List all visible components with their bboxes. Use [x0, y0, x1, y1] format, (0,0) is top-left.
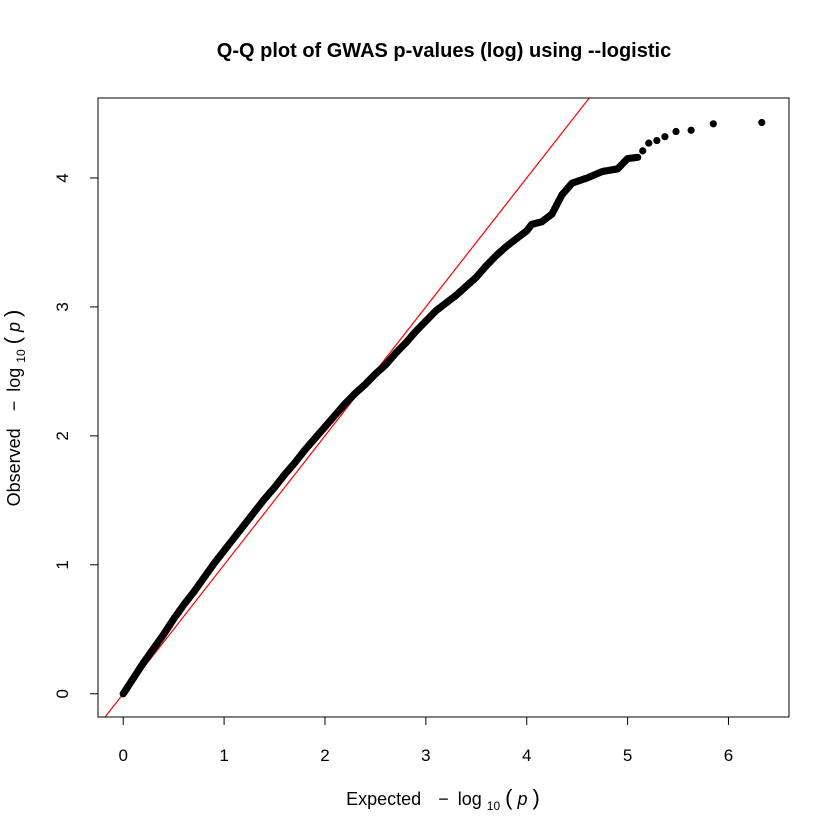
x-axis-label-prefix: Expected — [346, 789, 421, 809]
chart-title: Q-Q plot of GWAS p-values (log) using --… — [217, 40, 671, 62]
y-axis-label-open-paren: ( — [0, 336, 25, 344]
y-axis-label-base: 10 — [14, 349, 28, 363]
x-axis: 0 1 2 3 4 5 6 — [118, 716, 733, 765]
outlier-point — [639, 147, 647, 155]
x-axis-label-open-paren: ( — [505, 785, 513, 810]
y-axis: 0 1 2 3 4 — [53, 173, 99, 699]
x-tick-label: 5 — [623, 746, 632, 765]
outlier-point — [653, 136, 661, 145]
y-tick-label: 1 — [53, 560, 72, 569]
data-points — [119, 118, 766, 698]
outlier-point — [661, 133, 669, 141]
y-axis-label-arg: p — [4, 322, 24, 333]
y-axis-label-close-paren: ) — [0, 310, 25, 317]
outlier-point — [645, 139, 653, 147]
y-tick-label: 0 — [53, 689, 72, 698]
x-tick-label: 4 — [522, 746, 531, 765]
x-tick-label: 2 — [320, 746, 329, 765]
y-tick-label: 3 — [53, 302, 72, 311]
x-tick-label: 0 — [118, 746, 127, 765]
data-point — [634, 153, 642, 161]
x-tick-label: 1 — [219, 746, 228, 765]
y-tick-label: 2 — [53, 431, 72, 440]
x-axis-label-base: 10 — [487, 799, 501, 813]
outlier-point — [709, 120, 717, 128]
plot-frame — [97, 97, 790, 718]
outlier-point — [672, 127, 680, 136]
y-axis-label-prefix: Observed — [4, 428, 24, 506]
x-tick-label: 3 — [421, 746, 430, 765]
y-axis-label: Observed − log 10 ( p ) — [0, 310, 29, 507]
y-axis-label-minus: − — [4, 401, 24, 412]
x-axis-label: Expected − log 10 ( p ) — [346, 785, 540, 814]
y-tick-label: 4 — [53, 173, 72, 182]
outlier-point — [758, 118, 766, 127]
outlier-point — [687, 126, 695, 134]
x-axis-label-minus: − — [438, 789, 449, 809]
y-axis-label-log: log — [4, 368, 24, 392]
x-axis-label-log: log — [458, 789, 482, 809]
x-tick-label: 6 — [724, 746, 733, 765]
x-axis-label-close-paren: ) — [533, 785, 540, 810]
x-axis-label-arg: p — [517, 789, 528, 809]
